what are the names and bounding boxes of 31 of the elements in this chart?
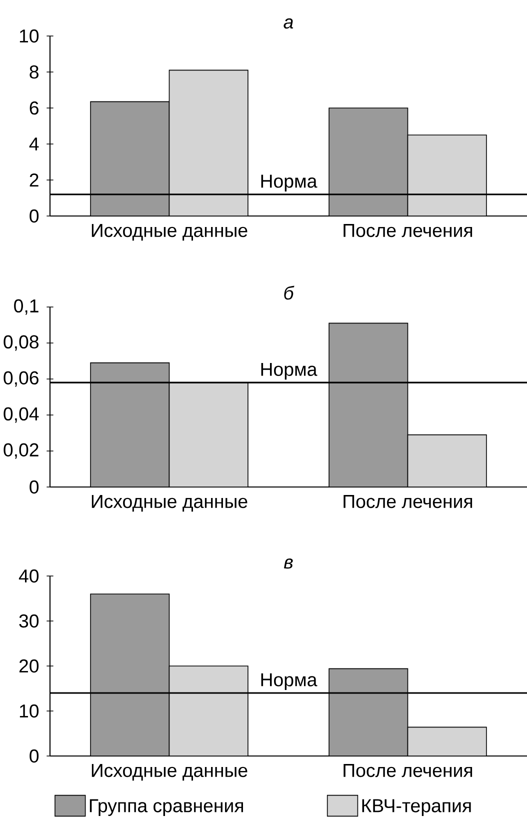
- ref-line-label: Норма: [261, 362, 318, 380]
- legend-label: КВЧ-терапия: [362, 799, 471, 816]
- x-tick-label: Исходные данные: [92, 495, 248, 512]
- x-tick-label: Исходные данные: [92, 764, 248, 781]
- y-tick-label: 20: [19, 659, 39, 673]
- y-tick-label: 0: [30, 749, 39, 763]
- y-tick-label: 0,02: [4, 443, 38, 459]
- y-tick-label: 0,06: [4, 371, 38, 387]
- chart-title: в: [284, 558, 293, 569]
- y-tick-label: 2: [30, 173, 38, 187]
- y-tick-label: 8: [30, 65, 38, 79]
- y-tick-label: 30: [19, 614, 39, 628]
- legend-label: Группа сравнения: [90, 799, 244, 816]
- y-tick-label: 6: [30, 101, 38, 115]
- x-tick-label: После лечения: [344, 764, 472, 778]
- y-tick-label: 40: [18, 569, 39, 583]
- y-tick-label: 10: [20, 704, 39, 718]
- y-tick-label: 0,04: [4, 407, 39, 423]
- chart-title: а: [284, 18, 294, 29]
- y-tick-label: 0: [30, 209, 39, 223]
- y-tick-label: 10: [20, 29, 39, 43]
- x-tick-label: После лечения: [344, 224, 472, 238]
- ref-line-label: Норма: [261, 673, 318, 690]
- chart-title: б: [284, 286, 294, 300]
- y-tick-label: 0,08: [4, 335, 38, 351]
- y-tick-label: 0: [30, 480, 39, 494]
- x-tick-label: После лечения: [344, 495, 472, 508]
- ref-line-label: Норма: [261, 174, 318, 192]
- y-tick-label: 0,1: [14, 299, 38, 315]
- y-tick-label: 4: [29, 138, 39, 150]
- x-tick-label: Исходные данные: [92, 224, 248, 241]
